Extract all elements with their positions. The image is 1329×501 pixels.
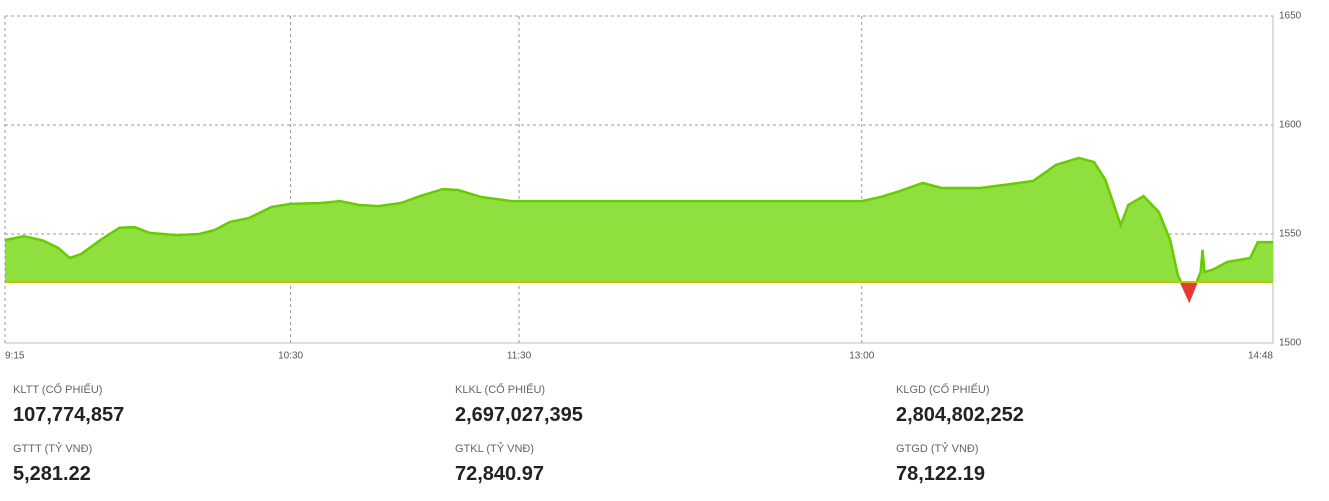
y-tick-label: 1500: [1279, 338, 1302, 349]
area: [5, 157, 1273, 282]
stat-label: KLGD (CỔ PHIẾU): [896, 384, 990, 396]
y-tick-label: 1600: [1279, 120, 1302, 131]
stat-value: 107,774,857: [13, 404, 125, 426]
stat-label: GTKL (TỶ VNĐ): [455, 443, 535, 455]
stat: KLKL (CỔ PHIẾU) 2,697,027,395: [455, 384, 583, 427]
y-tick-label: 1650: [1279, 11, 1302, 22]
stat-label: GTTT (TỶ VNĐ): [13, 443, 93, 455]
stat: GTGD (TỶ VNĐ) 78,122.19: [896, 443, 985, 486]
stat-label: GTGD (TỶ VNĐ): [896, 443, 979, 455]
x-tick-label: 14:48: [1248, 351, 1273, 362]
x-tick-label: 13:00: [849, 351, 874, 362]
line: [4, 156, 1273, 282]
x-tick-label: 9:15: [5, 351, 25, 362]
stat: KLTT (CỔ PHIẾU) 107,774,857: [13, 384, 124, 427]
stat: GTTT (TỶ VNĐ) 5,281.22: [13, 443, 92, 486]
stat-label: KLKL (CỔ PHIẾU): [455, 384, 546, 396]
stat-value: 2,804,802,252: [896, 404, 1024, 426]
stat: GTKL (TỶ VNĐ) 72,840.97: [455, 443, 544, 486]
chart: 1500 1550 1600 1650 9:15 10:30 11:30 13:00 14:48: [4, 11, 1302, 362]
stat-value: 72,840.97: [455, 463, 544, 485]
x-tick-label: 10:30: [278, 351, 303, 362]
y-tick-label: 1550: [1279, 229, 1302, 240]
stat-value: 78,122.19: [896, 463, 985, 485]
stat-value: 5,281.22: [13, 463, 91, 485]
stat-label: KLTT (CỔ PHIẾU): [13, 384, 103, 396]
x-tick-label: 11:30: [507, 351, 532, 362]
stat-value: 2,697,027,395: [455, 404, 583, 426]
stat: KLGD (CỔ PHIẾU) 2,804,802,252: [896, 384, 1024, 427]
